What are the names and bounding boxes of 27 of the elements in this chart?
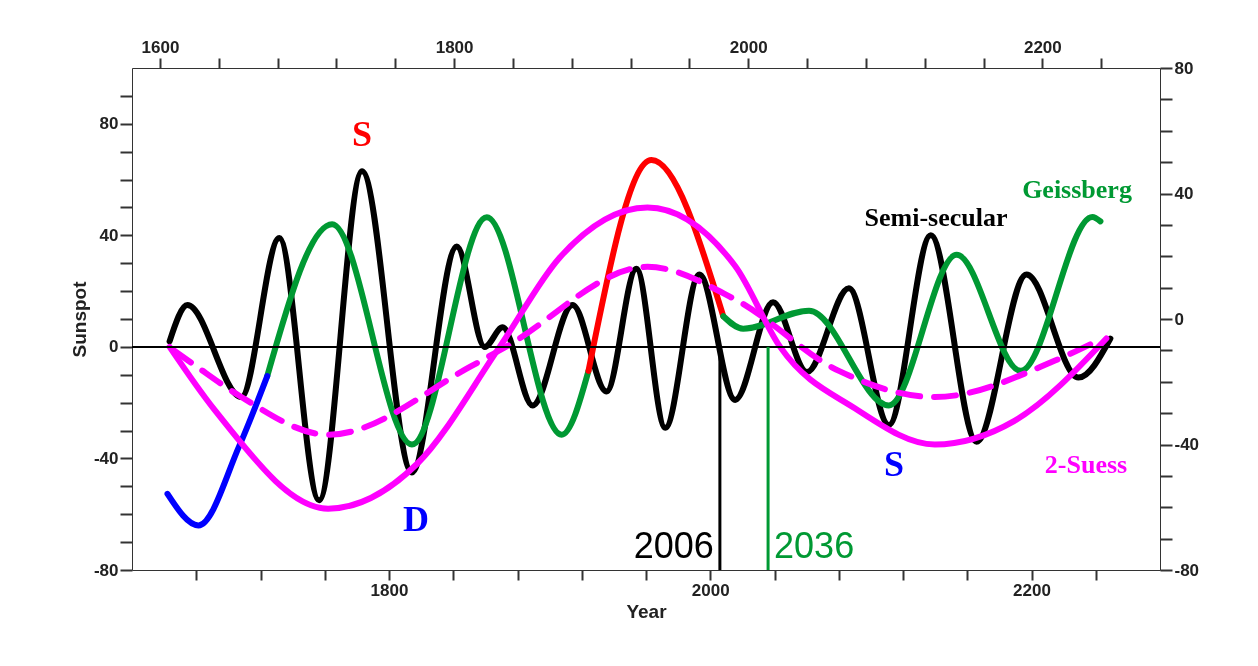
y2-tick-label: 40 [1174,184,1194,203]
x2-tick-label: 1600 [141,37,180,57]
x2-tick-label: 2000 [729,37,768,57]
annotation: D [403,499,429,539]
series-label: Geissberg [1022,175,1132,204]
y-tick-label: -40 [93,448,119,468]
ref-line-label: 2006 [633,525,714,566]
x-tick-label: 2000 [691,580,730,600]
x2-tick-label: 1800 [435,37,474,57]
x2-tick-label: 2200 [1023,37,1062,57]
y2-tick-label: -80 [1174,560,1200,580]
y2-tick-label: 80 [1174,58,1194,78]
x-tick-label: 1800 [370,580,409,600]
y2-tick-label: -40 [1174,435,1200,454]
series-label: 2-Suess [1044,450,1128,479]
y2-tick-label: 0 [1174,309,1184,329]
ref-line-label: 2036 [774,525,855,566]
x-axis-title: Year [626,600,668,622]
y-tick-label: 40 [99,225,119,245]
y-tick-label: -80 [93,560,119,580]
y-axis-title: Sunspot [68,280,90,358]
x-tick-label: 2200 [1013,580,1051,600]
annotation: S [351,114,373,154]
y-tick-label: 80 [99,114,119,134]
annotation: S [883,444,905,484]
y-tick-label: 0 [109,337,119,357]
series-label: Semi-secular [864,203,1008,232]
